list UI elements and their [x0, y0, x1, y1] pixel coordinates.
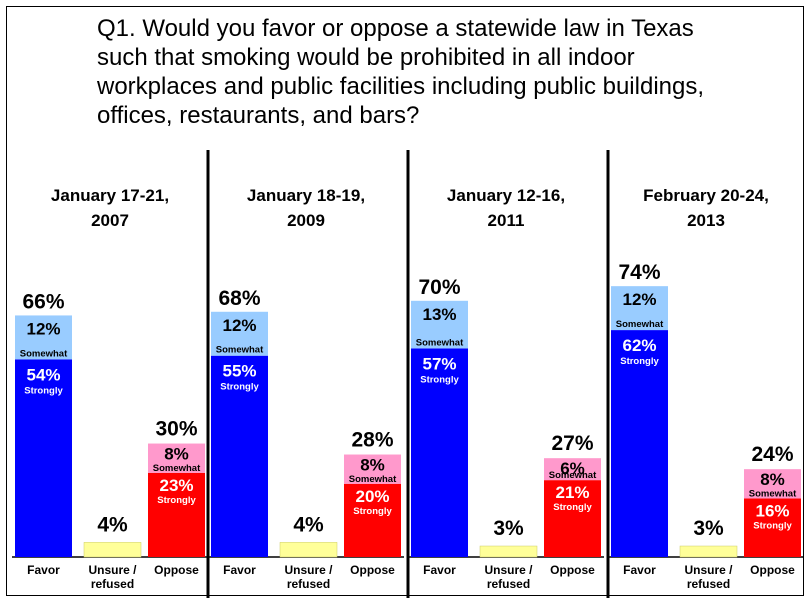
panel-title: 2007 — [91, 211, 129, 230]
oppose-strongly-bar — [148, 472, 205, 557]
category-label-oppose: Oppose — [350, 563, 395, 577]
favor-total-label: 66% — [22, 290, 64, 313]
unsure-bar — [83, 542, 142, 558]
oppose-somewhat-word: Somewhat — [153, 463, 201, 474]
favor-strongly-label: 55% — [222, 362, 256, 381]
oppose-somewhat-bar — [344, 454, 401, 484]
category-label-oppose: Oppose — [154, 563, 199, 577]
oppose-somewhat-label: 8% — [164, 445, 189, 464]
unsure-bar — [279, 542, 338, 558]
favor-strongly-word: Strongly — [620, 356, 659, 367]
category-label-unsure: refused — [287, 577, 330, 591]
category-label-oppose: Oppose — [550, 563, 595, 577]
favor-somewhat-word: Somewhat — [216, 345, 264, 356]
unsure-value-label: 3% — [493, 517, 524, 540]
oppose-strongly-label: 20% — [355, 487, 389, 506]
oppose-somewhat-label: 8% — [360, 456, 385, 475]
category-label-favor: Favor — [27, 563, 60, 577]
favor-somewhat-bar — [15, 315, 72, 360]
oppose-strongly-label: 16% — [755, 501, 789, 520]
panel-title: January 17-21, — [51, 186, 169, 205]
unsure-value-label: 3% — [693, 517, 724, 540]
oppose-total-label: 27% — [551, 432, 593, 455]
oppose-strongly-label: 23% — [159, 476, 193, 495]
oppose-somewhat-word: Somewhat — [549, 470, 597, 481]
favor-strongly-word: Strongly — [24, 385, 63, 396]
category-label-unsure: refused — [487, 577, 530, 591]
oppose-strongly-label: 21% — [555, 483, 589, 502]
category-label-unsure: Unsure / — [684, 563, 733, 577]
category-label-oppose: Oppose — [750, 563, 795, 577]
favor-strongly-word: Strongly — [220, 382, 259, 393]
oppose-strongly-word: Strongly — [157, 495, 196, 506]
oppose-total-label: 24% — [751, 443, 793, 466]
oppose-strongly-bar — [544, 480, 601, 557]
oppose-strongly-word: Strongly — [753, 520, 792, 531]
unsure-bar — [479, 545, 538, 558]
panel-3: January 12-16,201113%Somewhat57%Strongly… — [408, 186, 604, 591]
favor-somewhat-word: Somewhat — [616, 319, 664, 330]
favor-somewhat-label: 12% — [26, 319, 60, 338]
chart-frame — [6, 6, 804, 596]
oppose-somewhat-label: 8% — [760, 470, 785, 489]
oppose-somewhat-label: 6% — [560, 459, 585, 478]
panel-title: February 20-24, — [643, 186, 769, 205]
favor-somewhat-label: 12% — [622, 290, 656, 309]
unsure-value-label: 4% — [97, 513, 128, 536]
panel-title: 2013 — [687, 211, 725, 230]
favor-strongly-bar — [611, 330, 668, 557]
panel-title: 2011 — [488, 211, 525, 230]
unsure-value-label: 4% — [293, 513, 324, 536]
panel-2: January 18-19,200912%Somewhat55%Strongly… — [208, 186, 404, 591]
category-label-favor: Favor — [623, 563, 656, 577]
oppose-somewhat-bar — [544, 458, 601, 481]
favor-strongly-word: Strongly — [420, 374, 459, 385]
favor-somewhat-bar — [411, 300, 468, 349]
category-label-unsure: refused — [91, 577, 134, 591]
favor-strongly-label: 57% — [422, 354, 456, 373]
favor-strongly-label: 54% — [26, 365, 60, 384]
category-label-unsure: Unsure / — [284, 563, 333, 577]
favor-somewhat-word: Somewhat — [416, 337, 464, 348]
chart-title: Q1. Would you favor or oppose a statewid… — [97, 15, 705, 129]
oppose-strongly-word: Strongly — [353, 506, 392, 517]
favor-strongly-bar — [411, 348, 468, 557]
category-label-favor: Favor — [423, 563, 456, 577]
favor-total-label: 74% — [618, 261, 660, 284]
panel-title: January 18-19, — [247, 186, 365, 205]
favor-strongly-bar — [211, 355, 268, 557]
favor-strongly-label: 62% — [622, 336, 656, 355]
unsure-bar — [679, 545, 738, 558]
panel-title: 2009 — [287, 211, 325, 230]
favor-somewhat-label: 12% — [222, 316, 256, 335]
category-label-unsure: Unsure / — [484, 563, 533, 577]
favor-somewhat-label: 13% — [422, 305, 456, 324]
panel-title: January 12-16, — [447, 186, 565, 205]
category-label-favor: Favor — [223, 563, 256, 577]
favor-somewhat-bar — [211, 311, 268, 356]
oppose-somewhat-bar — [744, 469, 801, 499]
oppose-total-label: 28% — [351, 429, 393, 452]
oppose-total-label: 30% — [155, 418, 197, 441]
oppose-somewhat-word: Somewhat — [749, 488, 797, 499]
oppose-strongly-bar — [744, 498, 801, 557]
oppose-somewhat-word: Somewhat — [349, 474, 397, 485]
oppose-strongly-word: Strongly — [553, 502, 592, 513]
favor-somewhat-word: Somewhat — [20, 348, 68, 359]
category-label-unsure: Unsure / — [88, 563, 137, 577]
oppose-somewhat-bar — [148, 443, 205, 473]
favor-total-label: 68% — [218, 287, 260, 310]
panel-4: February 20-24,201312%Somewhat62%Strongl… — [608, 186, 804, 591]
category-label-unsure: refused — [687, 577, 730, 591]
favor-total-label: 70% — [418, 276, 460, 299]
favor-strongly-bar — [15, 359, 72, 557]
favor-somewhat-bar — [611, 286, 668, 331]
oppose-strongly-bar — [344, 483, 401, 557]
panel-1: January 17-21,200712%Somewhat54%Strongly… — [12, 186, 208, 591]
